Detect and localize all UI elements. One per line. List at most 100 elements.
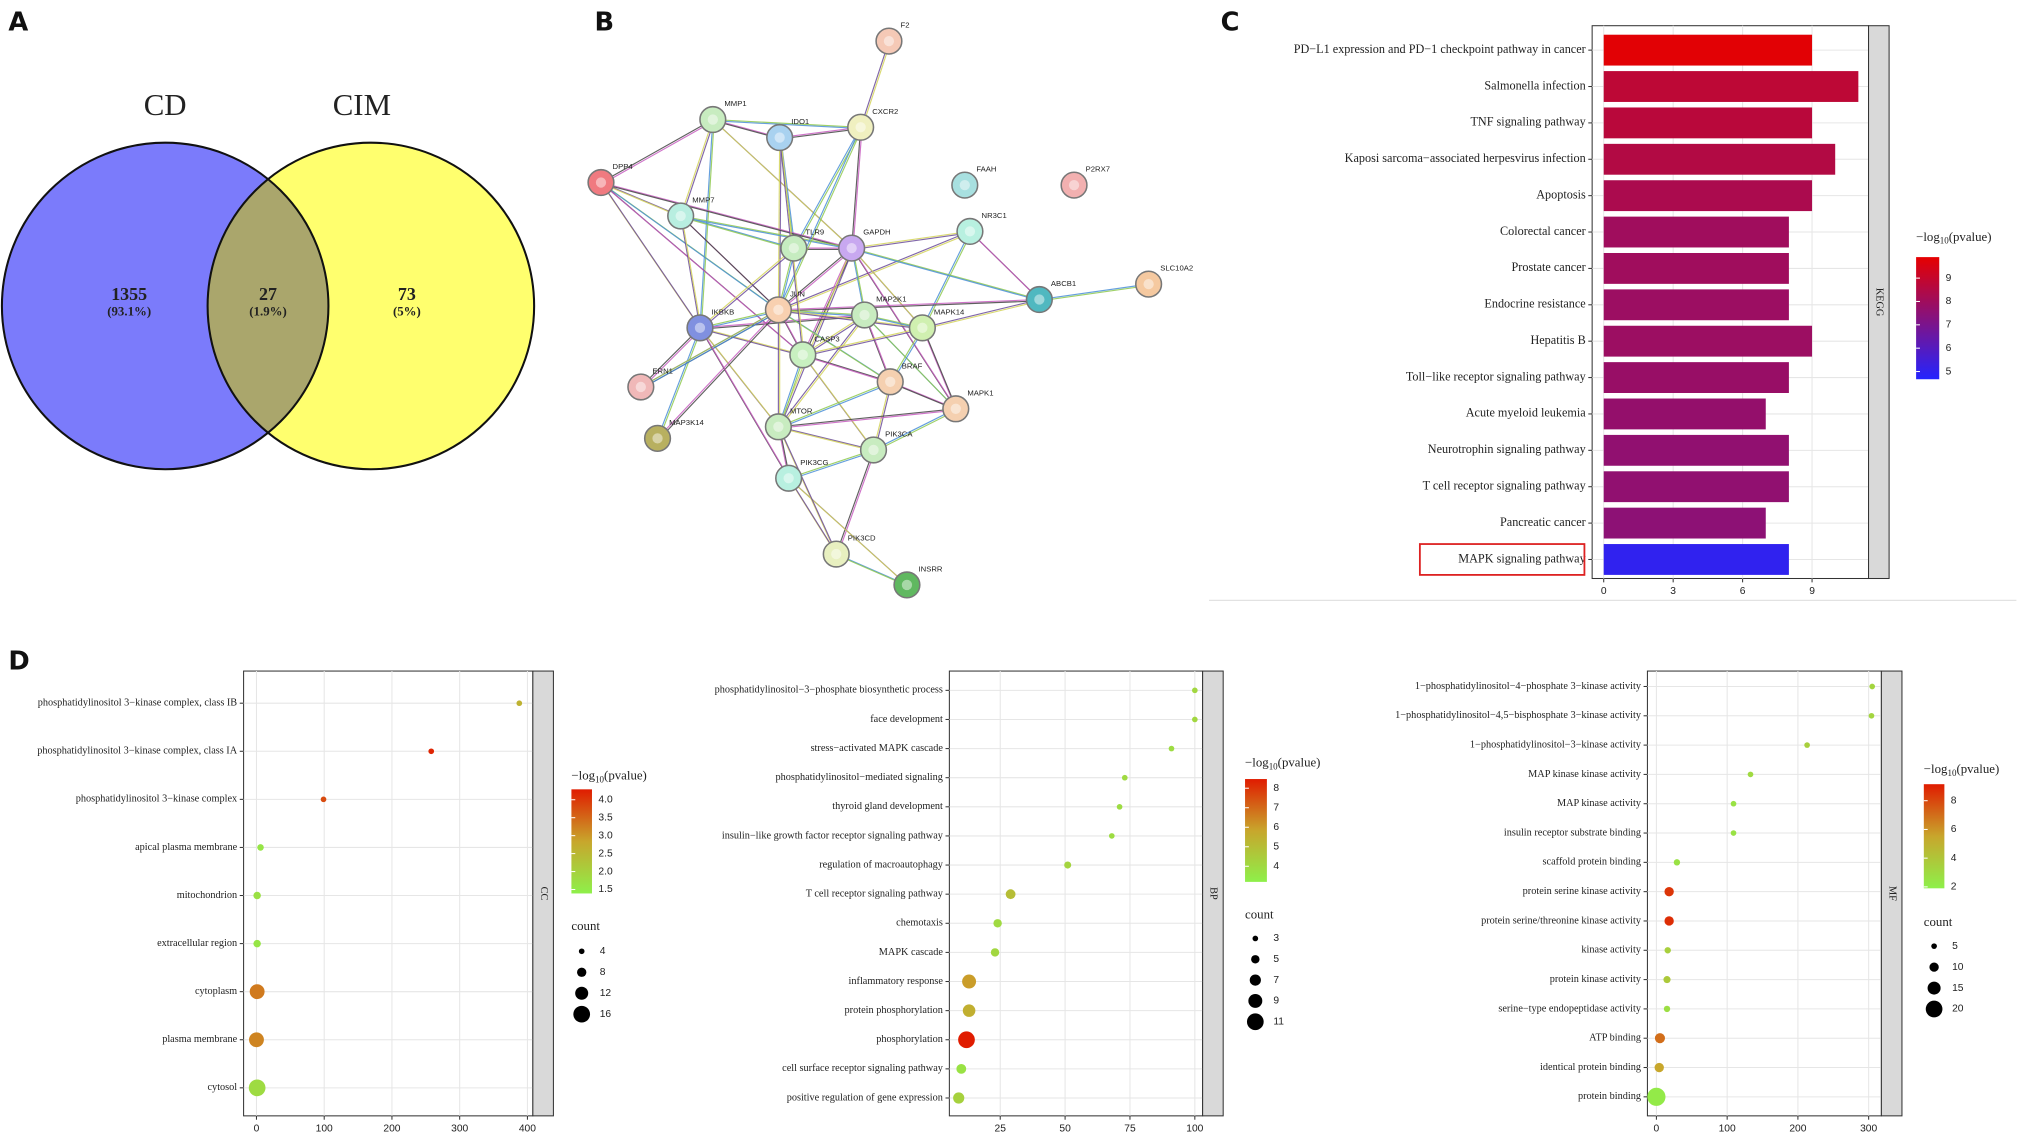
edge: [658, 310, 781, 441]
y-tick-label: Apoptosis: [1536, 187, 1586, 201]
edge: [852, 128, 863, 250]
node-label: INSRR: [919, 565, 943, 574]
y-tick-label: protein binding: [1578, 1091, 1641, 1102]
colorbar: [1245, 779, 1267, 882]
edge: [681, 120, 715, 218]
node-core: [917, 322, 928, 333]
edge: [852, 249, 925, 330]
node: [908, 314, 936, 342]
node: [775, 464, 803, 492]
node-core: [883, 35, 895, 47]
y-tick-label: MAP kinase activity: [1557, 798, 1642, 809]
edge: [922, 298, 1040, 329]
edge: [681, 217, 702, 330]
dot: [1730, 830, 1737, 836]
y-tick-label: insulin−like growth factor receptor sign…: [722, 830, 944, 841]
node-core: [797, 349, 808, 360]
dot: [1005, 889, 1016, 900]
dot: [253, 891, 261, 900]
y-tick-label: Hepatitis B: [1530, 333, 1585, 347]
node-label: NR3C1: [982, 211, 1007, 220]
node-core: [831, 548, 842, 560]
size-legend-label: 15: [1952, 983, 1964, 994]
y-tick-label: serine−type endopeptidase activity: [1498, 1003, 1641, 1014]
colorbar-title-part: 10: [595, 774, 604, 784]
edge: [860, 40, 890, 128]
colorbar-tick-label: 2.0: [598, 866, 613, 877]
node-core: [773, 421, 784, 432]
node: [1060, 171, 1088, 199]
size-legend-title: count: [1245, 907, 1274, 921]
dot: [1663, 1005, 1671, 1013]
edge: [600, 119, 714, 184]
facet-label: BP: [1208, 887, 1219, 900]
x-tick-label: 50: [1059, 1123, 1071, 1134]
size-legend-dot: [1249, 974, 1261, 986]
node: [627, 373, 655, 401]
node-core: [868, 444, 879, 456]
dot: [953, 1092, 965, 1104]
facet-strip: [532, 670, 554, 1117]
node: [942, 395, 970, 423]
y-tick-label: Toll−like receptor signaling pathway: [1406, 369, 1587, 383]
colorbar-title-part: −log: [1916, 230, 1940, 244]
colorbar-title-part: 10: [1940, 236, 1949, 246]
edge: [699, 247, 795, 329]
edge: [802, 354, 891, 383]
edge: [700, 328, 791, 480]
dot: [956, 1063, 967, 1074]
node-label: FAAH: [976, 165, 996, 174]
node-core: [855, 122, 866, 133]
node: [780, 234, 808, 262]
dot: [962, 974, 977, 989]
node: [699, 105, 727, 134]
y-tick-label: cytosol: [208, 1082, 238, 1093]
y-tick-label: regulation of macroautophagy: [819, 859, 944, 870]
x-tick-label: 3: [1670, 586, 1676, 597]
edge: [789, 479, 909, 587]
edge: [778, 298, 1040, 311]
bar: [1603, 544, 1789, 575]
edge: [640, 309, 779, 388]
node-core: [783, 473, 794, 484]
node-label: P2RX7: [1086, 165, 1110, 174]
edge: [779, 409, 958, 429]
size-legend-dot: [1246, 1013, 1264, 1031]
y-tick-label: Salmonella infection: [1484, 78, 1585, 92]
dot: [1192, 687, 1198, 694]
node-core: [773, 304, 784, 315]
y-tick-label: cell surface receptor signaling pathway: [782, 1063, 944, 1074]
y-tick-label: insulin receptor substrate binding: [1504, 827, 1641, 838]
edge: [658, 328, 702, 440]
dot: [1869, 683, 1876, 690]
edge: [836, 451, 876, 556]
edge: [852, 249, 958, 411]
y-tick-label: phosphatidylinositol 3−kinase complex, c…: [37, 746, 238, 757]
y-tick-label: MAP kinase kinase activity: [1528, 769, 1642, 780]
x-tick-label: 100: [316, 1123, 333, 1134]
dot: [1654, 1033, 1665, 1044]
x-tick-label: 300: [1860, 1123, 1877, 1134]
colorbar-tick-label: 2.5: [598, 848, 613, 859]
edge: [601, 183, 781, 312]
node: [764, 296, 793, 324]
edge: [803, 328, 924, 357]
dot: [1116, 803, 1123, 810]
colorbar: [1916, 257, 1940, 380]
edge: [779, 310, 924, 330]
y-tick-label: protein serine kinase activity: [1523, 886, 1642, 897]
node-label: PIK3CG: [800, 458, 828, 467]
size-legend-label: 7: [1273, 975, 1279, 986]
size-legend-label: 5: [1273, 954, 1279, 965]
y-tick-label: Colorectal cancer: [1500, 224, 1586, 238]
edge: [641, 328, 702, 389]
edge: [714, 120, 862, 130]
dot: [1804, 742, 1810, 748]
node-core: [595, 177, 607, 188]
size-legend-label: 10: [1952, 962, 1964, 973]
dot: [962, 1004, 976, 1017]
colorbar-tick-label: 5: [1946, 366, 1952, 377]
dot: [249, 984, 265, 1000]
node: [587, 168, 615, 197]
y-tick-label: Kaposi sarcoma−associated herpesvirus in…: [1345, 151, 1586, 165]
